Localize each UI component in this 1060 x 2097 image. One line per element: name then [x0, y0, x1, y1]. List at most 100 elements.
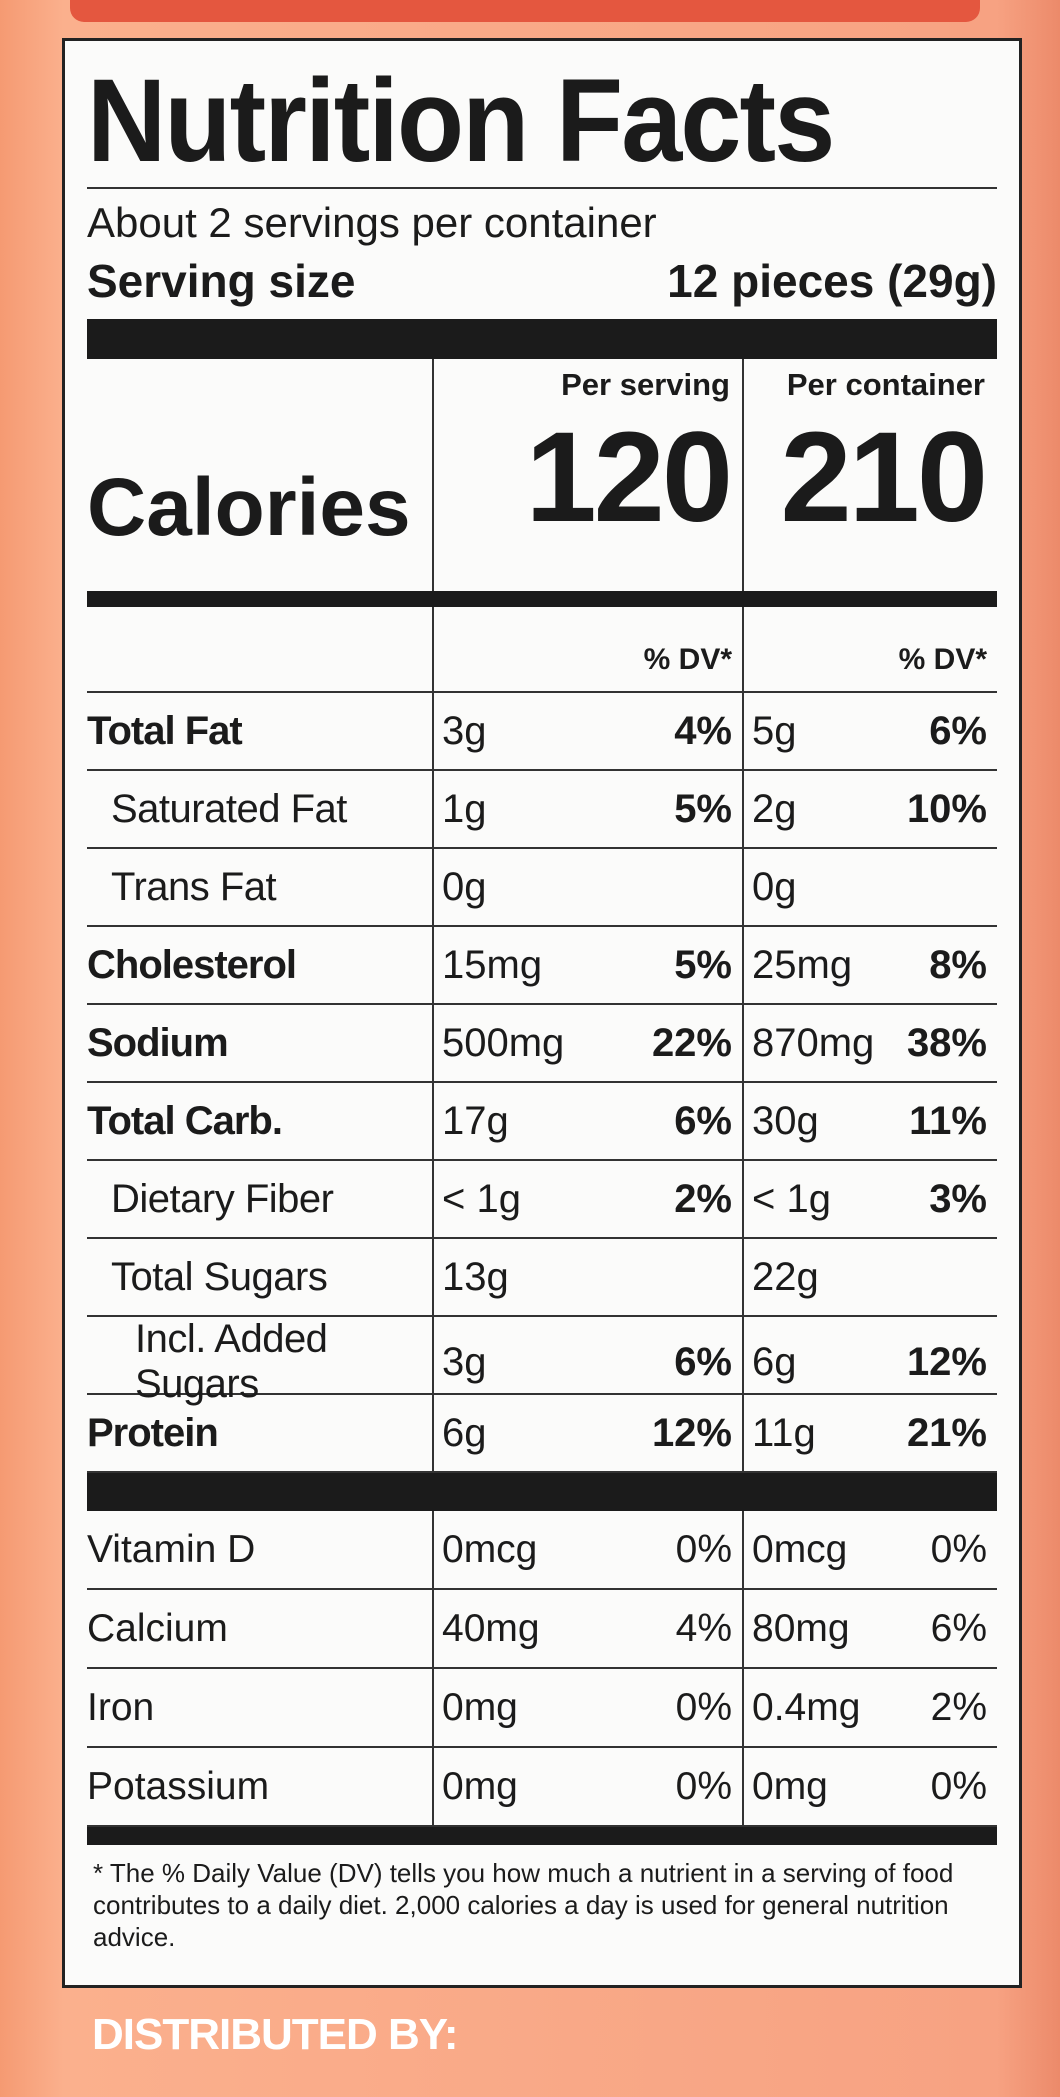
amount: 3g: [442, 708, 487, 753]
daily-value: 5%: [674, 786, 732, 831]
daily-value: 11%: [909, 1098, 987, 1143]
serving-cell: 6g 12%: [432, 1395, 742, 1471]
container-cell: 30g 11%: [742, 1083, 997, 1159]
vitamin-row: Calcium 40mg 4% 80mg 6%: [87, 1590, 997, 1669]
vitamin-row: Vitamin D 0mcg 0% 0mcg 0%: [87, 1511, 997, 1590]
amount: 0g: [752, 864, 797, 909]
package-top: [70, 0, 980, 22]
daily-value: 6%: [930, 1606, 987, 1650]
amount: 0mcg: [442, 1527, 538, 1571]
serving-cell: 0g: [432, 849, 742, 925]
amount: 2g: [752, 786, 797, 831]
amount: 6g: [442, 1410, 487, 1455]
serving-cell: 3g 4%: [432, 693, 742, 769]
daily-value: 4%: [675, 1606, 732, 1650]
container-cell: 25mg 8%: [742, 927, 997, 1003]
nutrient-row: Total Fat 3g 4% 5g 6%: [87, 693, 997, 771]
amount: 17g: [442, 1098, 509, 1143]
daily-value: 8%: [929, 942, 987, 987]
amount: 11g: [752, 1410, 816, 1455]
amount: 6g: [752, 1339, 797, 1384]
daily-value: 2%: [674, 1176, 732, 1221]
nutrient-name: Total Carb.: [87, 1098, 283, 1143]
amount: 870mg: [752, 1020, 875, 1065]
container-cell: 0g: [742, 849, 997, 925]
daily-value: 38%: [906, 1020, 987, 1065]
nutrient-row: Total Sugars 13g 22g: [87, 1239, 997, 1317]
container-cell: 870mg 38%: [742, 1005, 997, 1081]
serving-cell: 0mg 0%: [432, 1669, 742, 1746]
serving-cell: 3g 6%: [432, 1317, 742, 1407]
amount: < 1g: [442, 1176, 521, 1221]
thick-rule: [87, 319, 997, 359]
container-cell: 0mcg 0%: [742, 1511, 997, 1588]
amount: 13g: [442, 1254, 509, 1299]
daily-value: 22%: [651, 1020, 732, 1065]
amount: 0.4mg: [752, 1685, 861, 1729]
daily-value: 0%: [930, 1764, 987, 1808]
vitamin-name: Potassium: [87, 1764, 270, 1808]
container-cell: 22g: [742, 1239, 997, 1315]
nutrient-name: Saturated Fat: [111, 786, 347, 831]
container-cell: 11g 21%: [742, 1395, 997, 1471]
nutrient-row: Cholesterol 15mg 5% 25mg 8%: [87, 927, 997, 1005]
container-cell: 5g 6%: [742, 693, 997, 769]
serving-cell: < 1g 2%: [432, 1161, 742, 1237]
daily-value: 0%: [675, 1685, 732, 1729]
vitamin-row: Potassium 0mg 0% 0mg 0%: [87, 1748, 997, 1827]
nutrient-row: Protein 6g 12% 11g 21%: [87, 1395, 997, 1473]
nutrient-row: Saturated Fat 1g 5% 2g 10%: [87, 771, 997, 849]
per-serving: Per serving 120: [432, 359, 742, 591]
daily-value: 4%: [674, 708, 732, 753]
title: Nutrition Facts: [87, 55, 835, 187]
blank: [87, 607, 432, 691]
per-container-label: Per container: [786, 367, 985, 402]
nutrient-row: Trans Fat 0g 0g: [87, 849, 997, 927]
servings: About 2 servings per container: [87, 199, 657, 246]
serving-cell: 15mg 5%: [432, 927, 742, 1003]
daily-value: 12%: [651, 1410, 732, 1455]
daily-value: 12%: [906, 1339, 987, 1384]
container-cell: 0mg 0%: [742, 1748, 997, 1825]
daily-value: 10%: [906, 786, 987, 831]
amount: 0mg: [442, 1764, 518, 1808]
container-cell: 0.4mg 2%: [742, 1669, 997, 1746]
dv-header: % DV* % DV*: [87, 607, 997, 693]
vitamin-row: Iron 0mg 0% 0.4mg 2%: [87, 1669, 997, 1748]
amount: 1g: [442, 786, 487, 831]
amount: 25mg: [752, 942, 853, 987]
calories-label: Calories: [87, 462, 411, 553]
serving-size: Serving size 12 pieces (29g): [87, 251, 997, 311]
daily-value: 21%: [906, 1410, 987, 1455]
nutrient-name: Protein: [87, 1410, 219, 1455]
nutrient-row: Sodium 500mg 22% 870mg 38%: [87, 1005, 997, 1083]
nutrient-name: Total Sugars: [111, 1254, 328, 1299]
distributor: DISTRIBUTED BY:: [92, 2010, 459, 2059]
amount: 0mg: [442, 1685, 518, 1729]
calories-container: 210: [780, 406, 988, 549]
dv-header-serving: % DV*: [432, 607, 742, 691]
serving-cell: 40mg 4%: [432, 1590, 742, 1667]
calories-serving: 120: [525, 406, 733, 549]
amount: 40mg: [442, 1606, 540, 1650]
footnote: * The % Daily Value (DV) tells you how m…: [93, 1858, 954, 1952]
nutrient-row: Total Carb. 17g 6% 30g 11%: [87, 1083, 997, 1161]
amount: 0mcg: [752, 1527, 848, 1571]
thick-rule: [87, 591, 997, 607]
container-cell: 2g 10%: [742, 771, 997, 847]
container-cell: < 1g 3%: [742, 1161, 997, 1237]
amount: 5g: [752, 708, 797, 753]
nutrient-name: Sodium: [87, 1020, 229, 1065]
amount: 0mg: [752, 1764, 828, 1808]
amount: 30g: [752, 1098, 819, 1143]
nutrient-name: Total Fat: [87, 708, 243, 753]
nutrient-row: Incl. Added Sugars 3g 6% 6g 12%: [87, 1317, 997, 1407]
daily-value: 6%: [929, 708, 987, 753]
daily-value: 2%: [930, 1685, 987, 1729]
dv-header-container: % DV*: [742, 607, 997, 691]
serving-cell: 0mcg 0%: [432, 1511, 742, 1588]
serving-cell: 500mg 22%: [432, 1005, 742, 1081]
amount: 0g: [442, 864, 487, 909]
daily-value: 3%: [929, 1176, 987, 1221]
amount: 15mg: [442, 942, 543, 987]
